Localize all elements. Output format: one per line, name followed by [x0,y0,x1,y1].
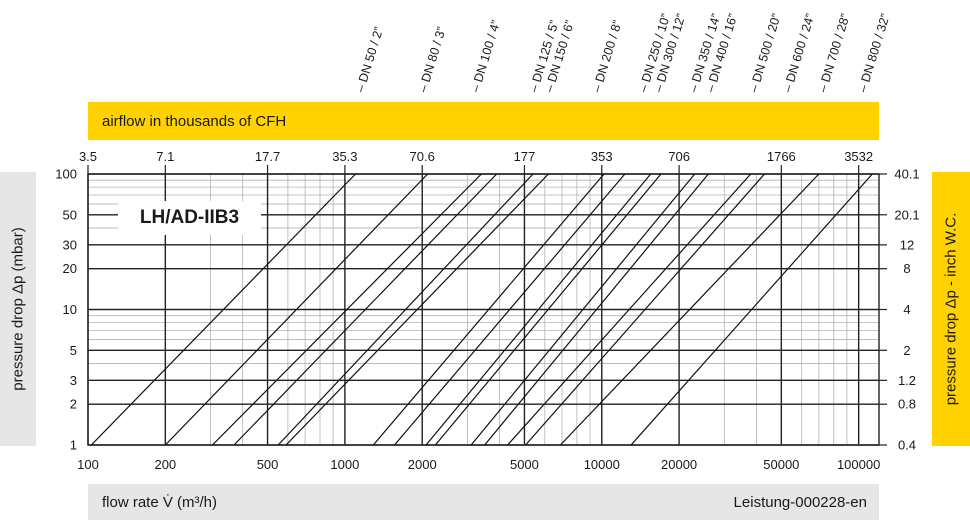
y-tick-label-left: 100 [55,167,77,182]
series-line [394,174,626,445]
x-tick-label: 5000 [510,457,539,472]
y-tick-label-right: 12 [900,237,914,252]
dn-size-label: – DN 600 / 24” [780,12,817,94]
x-tick-label: 50000 [763,457,799,472]
top-axis-title-band: airflow in thousands of CFH [88,102,879,140]
series-line [425,174,652,445]
y-tick-label-left: 50 [63,207,77,222]
x-tick-label: 500 [257,457,279,472]
series-line [559,174,820,445]
y-tick-label-right: 0.8 [898,397,916,412]
x-axis-title: flow rate V̇ (m³/h) [102,493,218,511]
series-line [484,174,709,445]
y-tick-label-left: 10 [63,302,77,317]
x-tick-label: 20000 [661,457,697,472]
x-tick-label: 100000 [837,457,880,472]
left-axis-title-band: pressure drop Δp (mbar) [0,172,36,446]
series-line [90,174,356,445]
dn-size-labels: – DN 50 / 2” – DN 80 / 3” – DN 100 / 4” – D… [353,12,893,94]
dn-size-label: – DN 50 / 2” [353,25,386,94]
dn-size-label: – DN 700 / 28” [815,12,852,94]
axes: 100 200 500 1000 2000 5000 10000 20000 50000 1000… [55,149,919,472]
x-axis-title-band: flow rate V̇ (m³/h) Leistung-000228-en [88,484,879,520]
x-tick-label: 2000 [408,457,437,472]
y-tick-label-left: 1 [70,438,77,453]
grid [87,173,880,446]
y-tick-label-left: 3 [70,373,77,388]
series-line [211,174,482,445]
y-tick-label-left: 5 [70,343,77,358]
top-tick-label: 1766 [767,149,796,164]
x-tick-label: 10000 [584,457,620,472]
series-line [164,174,429,445]
series-line [470,174,696,445]
y-tick-label-right: 0.4 [898,438,916,453]
top-tick-label: 3.5 [79,149,97,164]
y-tick-label-right: 4 [903,302,910,317]
top-tick-label: 3532 [844,149,873,164]
top-tick-label: 17.7 [255,149,280,164]
dn-size-label: – DN 100 / 4” [468,19,503,94]
y-tick-label-right: 2 [903,343,910,358]
dn-size-label: – DN 80 / 3” [416,25,449,94]
top-tick-label: 706 [668,149,690,164]
x-tick-label: 100 [77,457,99,472]
series-line [525,174,765,445]
dn-size-label: – DN 500 / 20” [747,12,784,94]
series-line [233,174,498,445]
x-tick-label: 1000 [330,457,359,472]
dn-size-label: – DN 200 / 8” [590,19,625,94]
y-axis-title-right: pressure drop Δp - inch W.C. [942,212,960,406]
series-line [630,174,873,445]
series-line [285,174,549,445]
y-tick-label-right: 40.1 [894,167,919,182]
top-tick-label: 35.3 [332,149,357,164]
y-tick-label-left: 20 [63,261,77,276]
x-tick-label: 200 [154,457,176,472]
top-tick-label: 7.1 [156,149,174,164]
top-tick-label: 70.6 [410,149,435,164]
top-tick-label: 177 [514,149,536,164]
y-axis-title-left: pressure drop Δp (mbar) [9,227,27,391]
y-tick-label-left: 30 [63,237,77,252]
y-tick-label-right: 1.2 [898,373,916,388]
document-id: Leistung-000228-en [733,493,867,511]
top-axis-title: airflow in thousands of CFH [102,112,287,130]
series-lines [90,174,873,445]
series-line [434,174,662,445]
series-line [277,174,534,445]
series-line [507,174,752,445]
y-tick-label-left: 2 [70,397,77,412]
y-tick-label-right: 8 [903,261,910,276]
dn-size-label: – DN 800 / 32” [855,12,892,94]
series-line [372,174,605,445]
y-tick-label-right: 20.1 [894,207,919,222]
top-tick-label: 353 [591,149,613,164]
model-label: LH/AD-IIB3 [118,201,261,235]
right-axis-title-band: pressure drop Δp - inch W.C. [932,172,970,446]
